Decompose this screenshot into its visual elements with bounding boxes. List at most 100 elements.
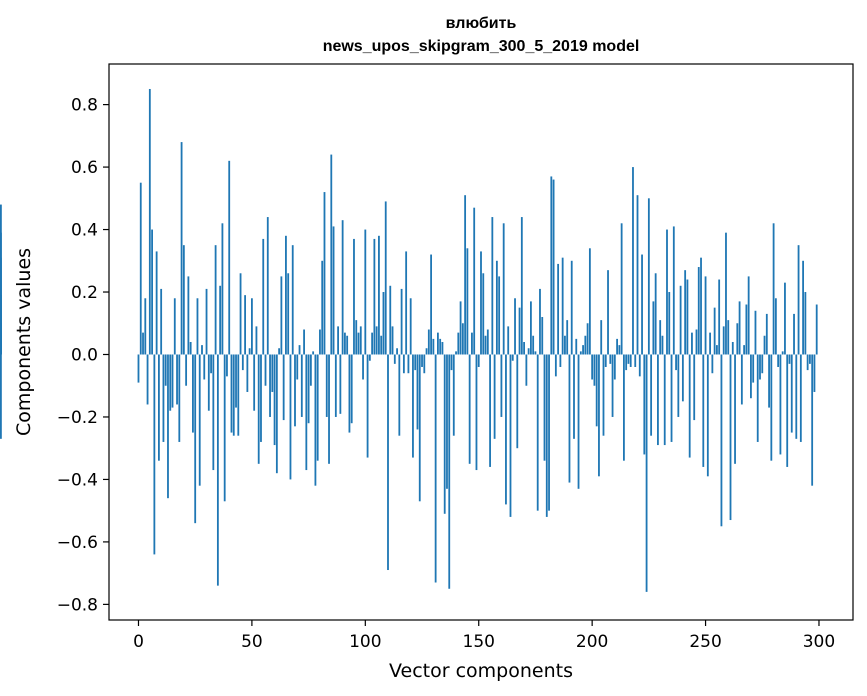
bar-52	[255, 326, 258, 355]
bar-53	[257, 354, 260, 464]
bar-64	[282, 354, 285, 421]
bar-89	[339, 354, 342, 414]
bar-60	[273, 354, 276, 446]
bar-169	[520, 217, 523, 355]
bar-138	[450, 354, 453, 371]
bar-279	[770, 354, 773, 461]
bar-187	[561, 257, 564, 355]
bar-undefined	[0, 354, 2, 439]
bar-150	[477, 354, 480, 367]
bar-208	[609, 354, 612, 364]
bar-102	[368, 354, 371, 361]
bar-115	[398, 354, 401, 436]
bar-14	[169, 354, 172, 411]
bar-79	[316, 354, 319, 461]
bar-121	[412, 354, 414, 458]
bar-106	[378, 235, 380, 355]
bar-55	[262, 238, 265, 355]
bar-42	[232, 354, 235, 436]
bar-184	[554, 354, 557, 377]
bar-40	[228, 160, 231, 355]
bar-212	[618, 345, 621, 355]
bar-71	[298, 345, 301, 355]
bar-93	[348, 354, 351, 433]
bar-4	[146, 354, 149, 405]
bar-224	[645, 354, 648, 592]
bar-189	[566, 320, 569, 355]
bar-44	[237, 354, 240, 436]
bar-228	[654, 273, 657, 355]
bar-84	[328, 354, 330, 464]
bar-171	[525, 354, 528, 386]
bar-69	[294, 354, 296, 427]
bar-253	[711, 354, 714, 374]
bar-231	[661, 335, 664, 355]
bar-9	[158, 354, 160, 461]
bar-137	[448, 354, 451, 589]
bar-269	[747, 276, 750, 355]
bar-209	[611, 354, 614, 417]
bar-17	[176, 354, 178, 405]
bar-241	[684, 270, 687, 355]
bar-158	[495, 260, 498, 355]
bar-108	[382, 292, 385, 355]
bar-175	[534, 351, 537, 355]
bar-205	[602, 354, 605, 436]
bar-47	[244, 295, 246, 355]
bar-222	[641, 254, 643, 355]
bar-240	[681, 354, 684, 402]
bar-139	[452, 354, 455, 436]
bar-163	[507, 326, 510, 355]
bar-206	[604, 354, 607, 367]
bar-12	[164, 354, 167, 386]
bar-62	[278, 348, 281, 355]
x-tick-label: 150	[463, 632, 495, 652]
bar-293	[802, 260, 804, 355]
bar-161	[502, 223, 505, 355]
bar-109	[384, 201, 387, 355]
bar-72	[300, 354, 303, 417]
bar-63	[280, 276, 283, 355]
bar-190	[568, 354, 571, 483]
bar-2	[142, 332, 144, 355]
bar-123	[416, 354, 419, 430]
bar-219	[634, 354, 637, 367]
bar-267	[743, 345, 746, 355]
bar-149	[475, 354, 478, 471]
bar-235	[670, 354, 673, 442]
bar-76	[309, 354, 312, 386]
bar-237	[675, 354, 677, 371]
bar-18	[178, 354, 181, 442]
bar-46	[241, 354, 244, 371]
bar-132	[437, 332, 439, 355]
y-tick-label: −0.4	[57, 470, 98, 490]
bar-250	[704, 276, 707, 355]
bar-83	[325, 354, 328, 417]
bar-50	[251, 298, 253, 355]
bar-117	[402, 354, 405, 374]
bar-248	[700, 257, 702, 355]
bar-51	[253, 354, 256, 411]
bar-223	[643, 354, 646, 455]
bar-264	[736, 323, 739, 355]
bar-288	[790, 354, 793, 433]
bar-272	[754, 310, 757, 355]
bar-180	[545, 354, 548, 517]
bar-203	[598, 354, 600, 477]
bar-68	[291, 245, 294, 355]
bar-85	[330, 154, 333, 355]
bar-0	[137, 354, 140, 383]
bar-246	[695, 329, 698, 355]
bar-92	[346, 335, 349, 355]
bar-140	[455, 351, 457, 355]
bar-3	[144, 298, 147, 355]
bar-285	[784, 282, 786, 355]
bar-81	[321, 260, 324, 355]
bar-130	[432, 338, 435, 355]
bar-95	[353, 238, 355, 355]
bar-164	[509, 354, 512, 517]
bar-251	[706, 354, 709, 477]
bar-34	[214, 245, 217, 355]
bar-292	[799, 354, 802, 442]
bar-176	[536, 354, 539, 511]
